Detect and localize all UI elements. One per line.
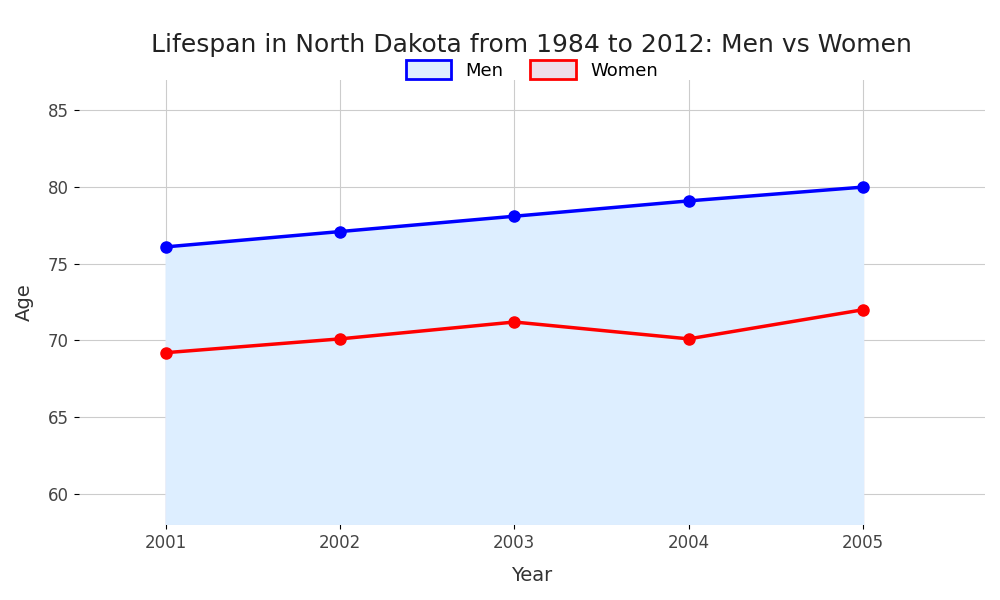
Legend: Men, Women: Men, Women [399,53,665,87]
Title: Lifespan in North Dakota from 1984 to 2012: Men vs Women: Lifespan in North Dakota from 1984 to 20… [151,33,912,57]
X-axis label: Year: Year [511,566,552,585]
Y-axis label: Age: Age [15,283,34,321]
